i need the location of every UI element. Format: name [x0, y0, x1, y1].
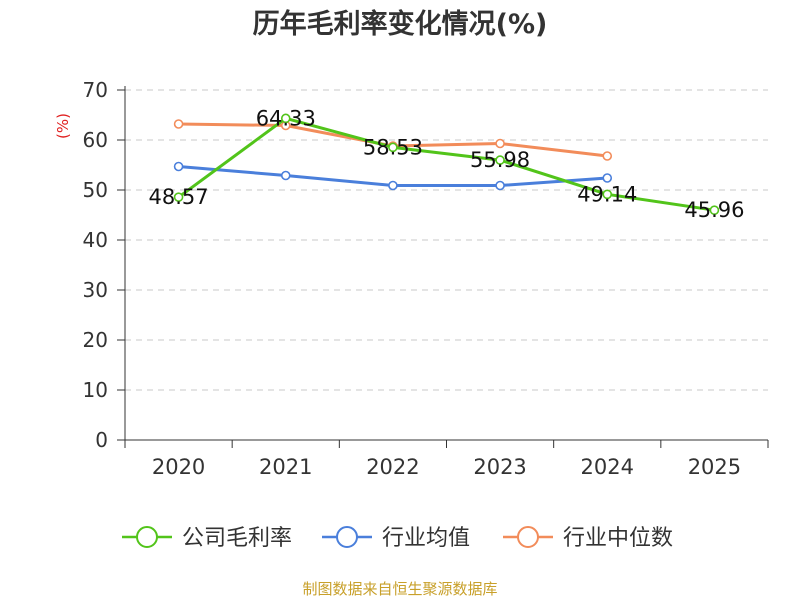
y-tick-label: 10: [83, 378, 108, 402]
series-line: [177, 116, 715, 212]
legend-marker: [517, 526, 539, 548]
chart-title: 历年毛利率变化情况(%): [253, 8, 548, 40]
data-labels: 48.57 64.33 58.53 55.98 49.14 45.96: [149, 106, 745, 222]
series-group: [173, 113, 720, 215]
data-point: [280, 113, 291, 124]
legend: 公司毛利率 行业均值 行业中位数: [122, 526, 673, 551]
data-label: 58.53: [363, 135, 423, 159]
y-axis-label: (%): [54, 113, 72, 139]
legend-label: 行业中位数: [563, 526, 673, 551]
data-point: [173, 192, 184, 202]
legend-label: 行业均值: [382, 526, 470, 551]
data-label: 49.14: [577, 182, 637, 206]
data-point: [280, 170, 291, 181]
data-point: [173, 119, 184, 129]
data-label: 64.33: [256, 106, 316, 130]
data-point: [495, 138, 505, 149]
y-tick-label: 40: [83, 228, 108, 252]
y-tick-label: 30: [83, 278, 108, 302]
x-tick-label: 2020: [152, 455, 205, 479]
data-point: [602, 173, 613, 183]
y-tick-label: 20: [83, 328, 108, 352]
data-point: [388, 180, 398, 191]
x-tick-labels: 2020 2021 2022 2023 2024 2025: [152, 455, 741, 479]
y-tick-label: 60: [83, 128, 108, 152]
y-tick-label: 50: [83, 178, 108, 202]
x-tick-label: 2022: [366, 455, 419, 479]
x-tick-label: 2024: [581, 455, 634, 479]
axes: [117, 86, 769, 448]
data-label: 45.96: [684, 198, 744, 222]
y-tick-labels: 0 10 20 30 40 50 60 70: [83, 78, 108, 452]
x-tick-label: 2023: [473, 455, 526, 479]
data-point: [602, 151, 613, 161]
legend-marker: [336, 526, 358, 548]
data-point: [495, 155, 505, 165]
data-point: [495, 180, 505, 191]
data-point: [602, 189, 613, 200]
data-label: 55.98: [470, 148, 530, 172]
data-point: [173, 161, 184, 172]
source-note: 制图数据来自恒生聚源数据库: [302, 580, 497, 598]
legend-marker: [136, 526, 158, 548]
y-tick-label: 70: [83, 78, 108, 102]
data-label: 48.57: [149, 185, 209, 209]
grid-lines: [125, 89, 768, 391]
legend-label: 公司毛利率: [182, 526, 292, 551]
x-tick-label: 2025: [688, 455, 741, 479]
y-tick-label: 0: [95, 428, 108, 452]
data-point: [388, 142, 398, 153]
x-tick-label: 2021: [259, 455, 312, 479]
data-point: [709, 205, 720, 215]
